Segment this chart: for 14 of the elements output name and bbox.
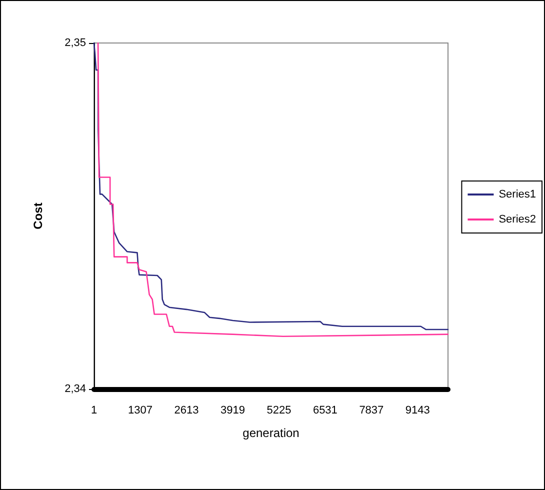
- legend-label: Series2: [498, 214, 536, 226]
- x-tick-label: 1: [90, 404, 98, 416]
- x-tick-label: 7837: [359, 404, 384, 416]
- y-axis-title: Cost: [31, 202, 45, 230]
- x-tick-label: 3919: [220, 404, 245, 416]
- x-tick-label: 1307: [128, 404, 152, 416]
- x-tick-label: 5225: [266, 404, 292, 416]
- x-axis-title: generation: [242, 426, 300, 440]
- legend-label: Series1: [498, 188, 536, 200]
- x-tick-label: 9143: [405, 404, 430, 416]
- x-tick-label: 6531: [312, 404, 338, 416]
- y-tick-label: 2,35: [64, 37, 86, 49]
- x-tick-label: 2613: [174, 404, 199, 416]
- y-tick-label: 2,34: [64, 383, 86, 395]
